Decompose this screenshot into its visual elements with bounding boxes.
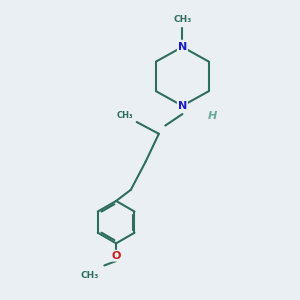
Text: CH₃: CH₃ bbox=[80, 271, 98, 280]
Text: CH₃: CH₃ bbox=[117, 111, 133, 120]
Text: N: N bbox=[178, 42, 187, 52]
Text: CH₃: CH₃ bbox=[173, 15, 191, 24]
Text: N: N bbox=[178, 101, 187, 111]
Text: H: H bbox=[207, 111, 217, 121]
Text: O: O bbox=[112, 251, 121, 261]
